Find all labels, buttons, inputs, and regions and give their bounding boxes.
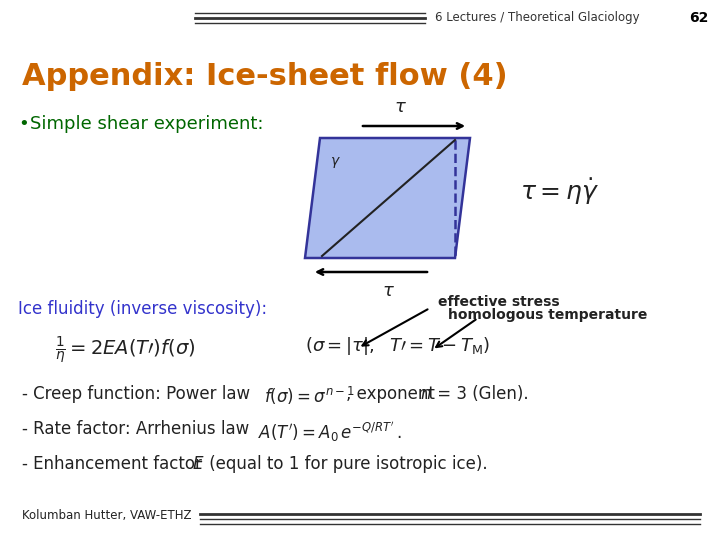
- Text: $f(\sigma) = \sigma^{n-1}$: $f(\sigma) = \sigma^{n-1}$: [264, 385, 355, 407]
- Text: $A(T') = A_0\, e^{-Q/RT'}\,.$: $A(T') = A_0\, e^{-Q/RT'}\,.$: [258, 420, 402, 444]
- Text: $\tau$: $\tau$: [382, 282, 395, 300]
- Text: $\gamma$: $\gamma$: [330, 155, 341, 170]
- Text: $n$: $n$: [420, 385, 431, 403]
- Text: homologous temperature: homologous temperature: [448, 308, 647, 322]
- Text: Simple shear experiment:: Simple shear experiment:: [30, 115, 264, 133]
- Text: $E$: $E$: [192, 455, 204, 473]
- Text: , exponent: , exponent: [346, 385, 440, 403]
- Text: $\tau$: $\tau$: [394, 98, 407, 116]
- Text: Appendix: Ice-sheet flow (4): Appendix: Ice-sheet flow (4): [22, 62, 508, 91]
- Text: Ice fluidity (inverse viscosity):: Ice fluidity (inverse viscosity):: [18, 300, 267, 318]
- Text: $\tau = \eta\dot{\gamma}$: $\tau = \eta\dot{\gamma}$: [520, 177, 600, 207]
- Text: - Creep function: Power law: - Creep function: Power law: [22, 385, 256, 403]
- Text: 62: 62: [688, 11, 708, 25]
- Text: $(\sigma = |\tau|,\ \ T\prime = T - T_{\mathrm{M}})$: $(\sigma = |\tau|,\ \ T\prime = T - T_{\…: [305, 335, 490, 357]
- Text: effective stress: effective stress: [438, 295, 559, 309]
- Text: •: •: [18, 115, 29, 133]
- Text: (equal to 1 for pure isotropic ice).: (equal to 1 for pure isotropic ice).: [204, 455, 487, 473]
- Text: = 3 (Glen).: = 3 (Glen).: [432, 385, 528, 403]
- Text: - Enhancement factor: - Enhancement factor: [22, 455, 207, 473]
- Text: $\frac{1}{\eta} = 2EA(T\prime)f(\sigma)$: $\frac{1}{\eta} = 2EA(T\prime)f(\sigma)$: [55, 335, 195, 366]
- Text: - Rate factor: Arrhenius law: - Rate factor: Arrhenius law: [22, 420, 254, 438]
- Polygon shape: [305, 138, 470, 258]
- Text: 6 Lectures / Theoretical Glaciology: 6 Lectures / Theoretical Glaciology: [435, 11, 639, 24]
- Text: Kolumban Hutter, VAW-ETHZ: Kolumban Hutter, VAW-ETHZ: [22, 509, 192, 522]
